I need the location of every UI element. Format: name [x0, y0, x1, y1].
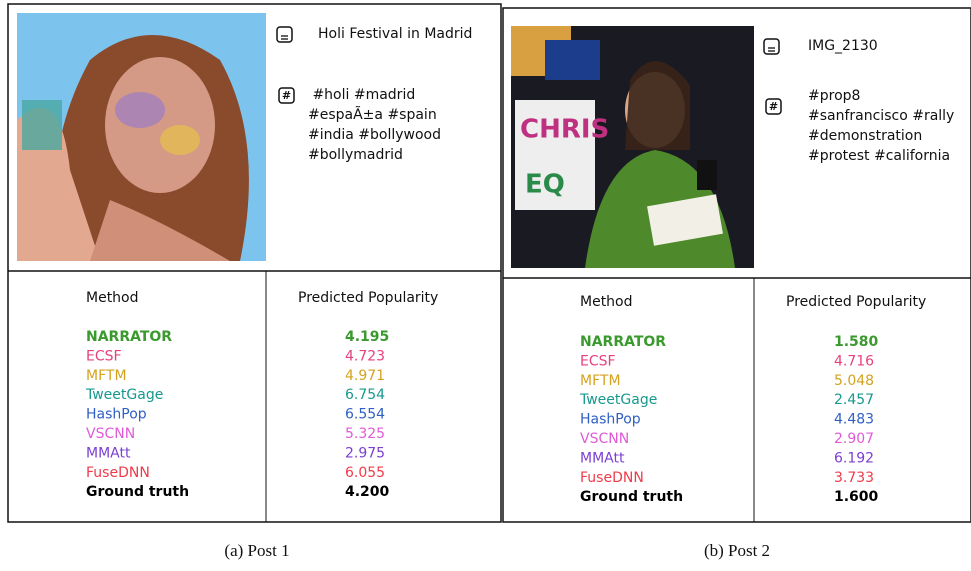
predicted-value: 5.048: [834, 373, 874, 389]
title-icon: [276, 26, 293, 43]
method-name: MFTM: [86, 368, 127, 384]
hashtag-line: #protest #california: [808, 148, 950, 164]
photo: [17, 13, 266, 261]
method-name: NARRATOR: [580, 334, 666, 350]
icon-glyph: #: [769, 100, 778, 113]
predicted-value: 6.055: [345, 465, 385, 481]
post-title: IMG_2130: [808, 38, 878, 54]
hashtag-icon: #: [278, 87, 295, 104]
method-name: MMAtt: [580, 450, 625, 466]
predicted-value: 6.754: [345, 387, 385, 403]
predicted-value: 2.975: [345, 445, 385, 461]
icon-box: [276, 26, 293, 43]
hashtag-line: #espaÃ±a #spain: [308, 106, 437, 123]
icon-glyph: #: [282, 89, 291, 102]
method-name: TweetGage: [579, 392, 657, 408]
hashtag-line: #sanfrancisco #rally: [808, 108, 954, 124]
caption: (a) Post 1: [224, 541, 289, 560]
predicted-value: 4.723: [345, 348, 385, 364]
hashtag-line: #demonstration: [808, 128, 922, 144]
column-header: Method: [86, 290, 139, 306]
predicted-value: 1.600: [834, 489, 879, 505]
predicted-value: 5.325: [345, 426, 385, 442]
hashtag-line: #holi #madrid: [308, 87, 415, 103]
hashtag-line: #prop8: [808, 88, 860, 104]
predicted-value: 4.971: [345, 368, 385, 384]
predicted-value: 4.716: [834, 353, 874, 369]
predicted-value: 4.483: [834, 412, 874, 428]
column-header: Predicted Popularity: [786, 294, 926, 310]
hashtag-icon: #: [765, 98, 782, 115]
predicted-value: 4.195: [345, 329, 389, 345]
hashtag-line: #india #bollywood: [308, 127, 441, 143]
method-name: ECSF: [580, 353, 616, 369]
method-name: HashPop: [86, 407, 147, 423]
panel-frame: [502, 7, 971, 523]
predicted-value: 3.733: [834, 470, 874, 486]
method-name: NARRATOR: [86, 329, 172, 345]
icon-box: [763, 38, 780, 55]
method-name: VSCNN: [580, 431, 629, 447]
svg-text:CHRIS: CHRIS: [520, 115, 609, 145]
predicted-value: 6.554: [345, 407, 385, 423]
method-name: FuseDNN: [580, 470, 644, 486]
predicted-value: 2.457: [834, 392, 874, 408]
method-name: FuseDNN: [86, 465, 150, 481]
method-name: MFTM: [580, 373, 621, 389]
column-header: Predicted Popularity: [298, 290, 438, 306]
method-name: Ground truth: [580, 489, 683, 505]
predicted-value: 6.192: [834, 450, 874, 466]
method-name: Ground truth: [86, 484, 189, 500]
method-name: ECSF: [86, 348, 122, 364]
predicted-value: 1.580: [834, 334, 879, 350]
predicted-value: 2.907: [834, 431, 874, 447]
method-name: HashPop: [580, 412, 641, 428]
caption: (b) Post 2: [704, 541, 770, 560]
title-icon: [763, 38, 780, 55]
photo: CHRIS EQ: [511, 26, 754, 268]
hashtag-line: #bollymadrid: [308, 147, 403, 163]
icon-box: [765, 98, 782, 115]
post-title: Holi Festival in Madrid: [318, 26, 472, 42]
method-name: MMAtt: [86, 445, 131, 461]
panel-frame: [7, 3, 502, 523]
svg-text:EQ: EQ: [525, 170, 565, 200]
icon-box: [278, 87, 295, 104]
method-name: VSCNN: [86, 426, 135, 442]
method-name: TweetGage: [85, 387, 163, 403]
column-header: Method: [580, 294, 633, 310]
predicted-value: 4.200: [345, 484, 390, 500]
